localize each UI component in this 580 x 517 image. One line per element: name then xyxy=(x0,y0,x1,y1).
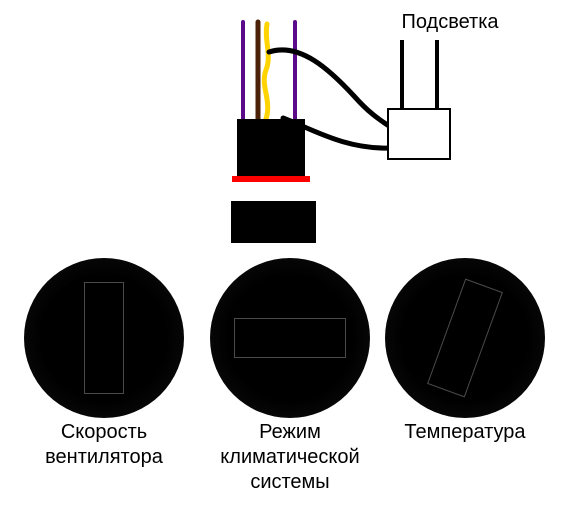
fan-speed-knob xyxy=(24,258,184,418)
plug-box xyxy=(387,108,451,160)
temperature-label: Температура xyxy=(375,420,555,445)
plug-prong-right xyxy=(435,40,439,108)
wire-yellow xyxy=(264,24,268,119)
climate-mode-knob-slot xyxy=(234,318,346,358)
fan-speed-knob-slot xyxy=(84,282,124,394)
temperature-knob xyxy=(385,258,545,418)
temperature-knob-slot xyxy=(427,279,503,398)
plug-prong-left xyxy=(400,40,404,108)
climate-mode-label: Режим климатической системы xyxy=(195,420,385,495)
connector-block-upper xyxy=(237,119,305,176)
climate-mode-knob xyxy=(210,258,370,418)
backlight-label: Подсветка xyxy=(380,10,520,35)
diagram-stage: Подсветка Скорость вентилятора Режим кли… xyxy=(0,0,580,517)
connector-block-lower xyxy=(231,201,316,243)
connector-red-line xyxy=(232,176,310,182)
fan-speed-label: Скорость вентилятора xyxy=(19,420,189,470)
wire-to-plug-top xyxy=(269,50,392,128)
